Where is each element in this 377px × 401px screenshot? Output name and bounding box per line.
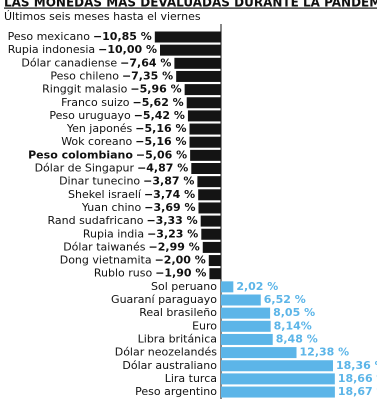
value-label: 8,05 % [273, 306, 315, 319]
value-label: −1,90 % [155, 267, 206, 280]
value-label: 18,67 % [338, 385, 377, 398]
bar [174, 57, 221, 69]
value-label: −3,33 % [146, 214, 197, 227]
category-label: Dong vietnamita [60, 254, 152, 267]
bar [154, 31, 221, 43]
bar [176, 70, 221, 82]
value-label: −2,00 % [155, 254, 206, 267]
category-label: Real brasileño [139, 306, 217, 319]
value-label: 2,02 % [236, 280, 278, 293]
bar [184, 84, 221, 96]
category-label: Euro [192, 319, 217, 332]
category-label: Wok coreano [61, 135, 132, 148]
bar [160, 44, 221, 56]
value-label: 18,36 % [336, 359, 377, 372]
value-label: 18,66 % [338, 372, 377, 385]
bar [221, 307, 271, 319]
category-label: Peso mexicano [8, 30, 91, 43]
bar [187, 110, 221, 122]
category-label: Rand sudafricano [47, 214, 143, 227]
bar [191, 163, 221, 174]
value-label: 12,38 % [300, 346, 350, 359]
bar [209, 268, 221, 280]
bar [221, 373, 335, 385]
bar [190, 149, 221, 161]
category-label: Dólar neozelandés [115, 346, 218, 359]
value-label: −5,42 % [134, 109, 185, 122]
category-label: Sol peruano [151, 280, 217, 293]
bar [221, 347, 297, 359]
value-label: 8,14% [274, 319, 312, 332]
category-label: Franco suizo [61, 96, 130, 109]
bar [201, 228, 221, 240]
bar [197, 176, 221, 188]
value-label: −10,00 % [98, 43, 157, 56]
bar [221, 360, 333, 372]
value-label: −7,35 % [122, 69, 173, 82]
category-label: Libra británica [138, 332, 217, 345]
value-label: −5,62 % [132, 96, 183, 109]
bar [198, 189, 221, 201]
bar [221, 281, 234, 293]
bar [221, 333, 273, 345]
category-label: Dinar tunecino [59, 175, 140, 188]
category-label: Peso chileno [50, 69, 119, 82]
bar [202, 241, 221, 253]
bar [198, 202, 221, 214]
value-label: −5,06 % [136, 148, 187, 161]
category-label: Yen japonés [66, 122, 133, 135]
bar [186, 97, 221, 109]
bar [208, 255, 221, 267]
bar [200, 215, 221, 227]
value-label: −5,16 % [135, 135, 186, 148]
category-label: Dólar taiwanés [63, 240, 146, 253]
value-label: 6,52 % [264, 293, 306, 306]
value-label: −5,96 % [130, 83, 181, 96]
category-label: Shekel israelí [68, 188, 142, 201]
category-label: Rublo ruso [94, 267, 153, 280]
value-label: −4,87 % [137, 162, 188, 175]
category-label: Ringgit malasio [42, 83, 128, 96]
value-label: 8,48 % [276, 332, 318, 345]
value-label: −7,64 % [120, 56, 171, 69]
bar [189, 136, 221, 148]
bar [221, 294, 261, 306]
category-label: Guaraní paraguayo [111, 293, 217, 306]
category-label: Dólar canadiense [21, 56, 117, 69]
category-label: Peso colombiano [28, 148, 133, 161]
category-label: Dólar de Singapur [35, 162, 135, 175]
value-label: −3,74 % [144, 188, 195, 201]
chart-title: LAS MONEDAS MÁS DEVALUADAS DURANTE LA PA… [4, 0, 377, 10]
value-label: −2,99 % [149, 240, 200, 253]
chart-subtitle: Últimos seis meses hasta el viernes [4, 10, 201, 23]
category-label: Rupia india [83, 227, 144, 240]
value-label: −3,69 % [144, 201, 195, 214]
category-label: Rupia indonesia [8, 43, 95, 56]
bar [189, 123, 221, 135]
bar [221, 320, 271, 332]
value-label: −5,16 % [135, 122, 186, 135]
category-label: Peso uruguayo [49, 109, 131, 122]
value-label: −3,23 % [147, 227, 198, 240]
category-label: Yuan chino [81, 201, 142, 214]
bar [221, 386, 335, 398]
category-label: Peso argentino [135, 385, 217, 398]
value-label: −3,87 % [143, 175, 194, 188]
category-label: Dólar australiano [122, 359, 217, 372]
value-label: −10,85 % [93, 30, 152, 43]
category-label: Lira turca [165, 372, 217, 385]
